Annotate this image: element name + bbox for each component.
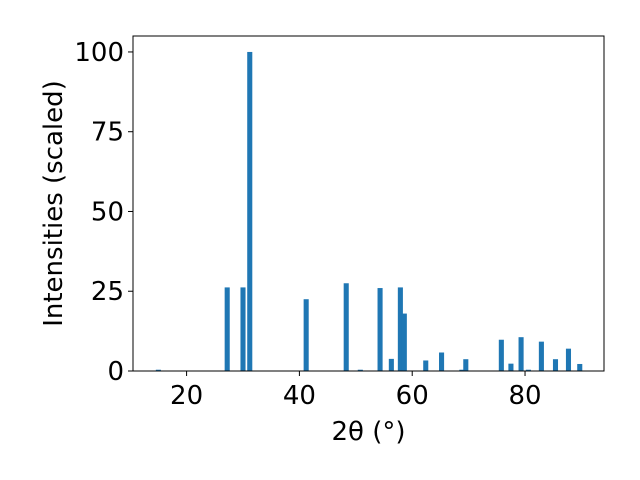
bar bbox=[565, 348, 572, 371]
bar bbox=[377, 288, 383, 371]
bar bbox=[538, 341, 544, 371]
bar bbox=[439, 352, 445, 371]
y-tick-label: 50 bbox=[91, 197, 124, 227]
bar bbox=[518, 337, 524, 371]
bars-group bbox=[155, 51, 583, 371]
bar bbox=[508, 363, 514, 371]
x-tick-label: 40 bbox=[283, 381, 316, 411]
bar bbox=[303, 299, 309, 371]
bar bbox=[459, 369, 465, 371]
bar bbox=[401, 313, 407, 371]
y-tick-label: 0 bbox=[107, 357, 124, 387]
y-tick-label: 25 bbox=[91, 277, 124, 307]
x-axis-label: 2θ (°) bbox=[331, 417, 405, 447]
x-tick-label: 20 bbox=[170, 381, 203, 411]
x-axis-ticks: 20 40 60 80 bbox=[170, 371, 542, 411]
bar bbox=[397, 287, 403, 371]
y-tick-label: 75 bbox=[91, 118, 124, 148]
bar bbox=[388, 358, 394, 371]
bar bbox=[224, 287, 230, 371]
bar bbox=[463, 359, 469, 371]
bar bbox=[357, 369, 363, 371]
bar bbox=[525, 369, 531, 371]
bar bbox=[247, 51, 253, 371]
y-axis-label: Intensities (scaled) bbox=[39, 80, 69, 327]
bar bbox=[498, 339, 504, 371]
x-tick-label: 80 bbox=[508, 381, 541, 411]
bar bbox=[577, 363, 583, 371]
y-tick-label: 100 bbox=[74, 38, 124, 68]
bar bbox=[343, 283, 349, 371]
bar bbox=[240, 287, 246, 371]
x-tick-label: 60 bbox=[396, 381, 429, 411]
bar bbox=[155, 369, 161, 371]
bar bbox=[423, 360, 429, 371]
y-axis-ticks: 0 25 50 75 100 bbox=[74, 38, 133, 387]
bar bbox=[552, 359, 559, 371]
plot-frame bbox=[132, 35, 605, 372]
